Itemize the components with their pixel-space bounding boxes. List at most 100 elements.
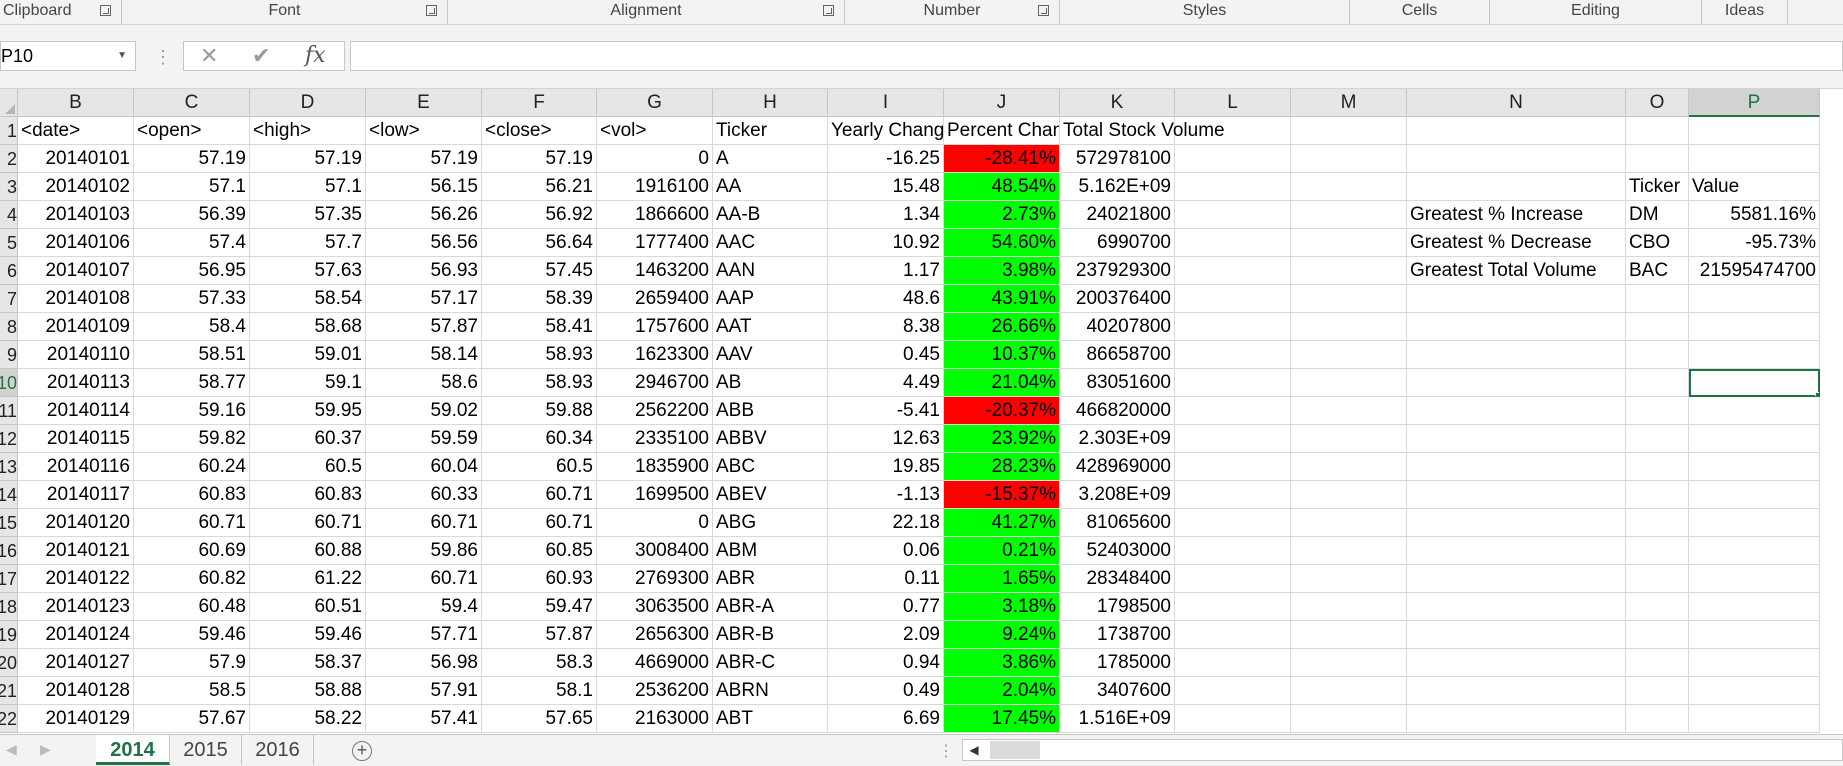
row-header[interactable]: 16 [0, 537, 18, 565]
cell-j[interactable]: 41.27% [944, 509, 1060, 537]
summary-label[interactable]: Greatest Total Volume [1407, 257, 1626, 285]
cell-d[interactable]: 59.01 [250, 341, 366, 369]
cell-k[interactable]: 86658700 [1060, 341, 1175, 369]
empty-cell[interactable] [1407, 453, 1626, 481]
row-header[interactable]: 7 [0, 285, 18, 313]
summary-label[interactable]: Greatest % Increase [1407, 201, 1626, 229]
cell-f[interactable]: 58.93 [482, 341, 597, 369]
cell-e[interactable]: 60.71 [366, 565, 482, 593]
empty-cell[interactable] [1175, 677, 1291, 705]
empty-cell[interactable] [1291, 565, 1407, 593]
summary-value-header[interactable]: Value [1689, 173, 1820, 201]
cell-b[interactable]: 20140115 [18, 425, 134, 453]
cell-c[interactable]: 58.51 [134, 341, 250, 369]
empty-cell[interactable] [1175, 453, 1291, 481]
empty-cell[interactable] [1689, 565, 1820, 593]
cell-i[interactable]: 10.92 [828, 229, 944, 257]
cell-d[interactable]: 60.71 [250, 509, 366, 537]
empty-cell[interactable] [1689, 425, 1820, 453]
column-header-i[interactable]: I [828, 89, 944, 117]
empty-cell[interactable] [1291, 677, 1407, 705]
cell-g[interactable]: 3008400 [597, 537, 713, 565]
empty-cell[interactable] [1291, 453, 1407, 481]
cell-g[interactable]: 2769300 [597, 565, 713, 593]
cell-k[interactable]: 428969000 [1060, 453, 1175, 481]
cell-i[interactable]: -16.25 [828, 145, 944, 173]
cell-d[interactable]: 59.1 [250, 369, 366, 397]
cell-c[interactable]: 57.33 [134, 285, 250, 313]
cell-g[interactable]: 2536200 [597, 677, 713, 705]
cell-b[interactable]: 20140101 [18, 145, 134, 173]
row-header[interactable]: 21 [0, 677, 18, 705]
empty-cell[interactable] [1407, 145, 1626, 173]
cell-i[interactable]: 0.11 [828, 565, 944, 593]
cell-k[interactable]: 1785000 [1060, 649, 1175, 677]
summary-ticker[interactable]: BAC [1626, 257, 1689, 285]
column-title-k[interactable]: Total Stock Volume [1060, 117, 1225, 145]
cell-g[interactable]: 1777400 [597, 229, 713, 257]
empty-cell[interactable] [1626, 425, 1689, 453]
empty-cell[interactable] [1407, 425, 1626, 453]
column-header-m[interactable]: M [1291, 89, 1407, 117]
cell-i[interactable]: 12.63 [828, 425, 944, 453]
empty-cell[interactable] [1626, 649, 1689, 677]
column-header-k[interactable]: K [1060, 89, 1175, 117]
cell-d[interactable]: 57.35 [250, 201, 366, 229]
cell-i[interactable]: 48.6 [828, 285, 944, 313]
cell-g[interactable]: 1916100 [597, 173, 713, 201]
cell-f[interactable]: 58.39 [482, 285, 597, 313]
cell-g[interactable]: 1463200 [597, 257, 713, 285]
cell-j[interactable]: 9.24% [944, 621, 1060, 649]
empty-cell[interactable] [1175, 425, 1291, 453]
cell-b[interactable]: 20140116 [18, 453, 134, 481]
row-header[interactable]: 22 [0, 705, 18, 733]
cell-i[interactable]: 4.49 [828, 369, 944, 397]
cell-c[interactable]: 60.71 [134, 509, 250, 537]
cell-h[interactable]: ABB [713, 397, 828, 425]
cell-g[interactable]: 4669000 [597, 649, 713, 677]
cell-k[interactable]: 466820000 [1060, 397, 1175, 425]
cell-b[interactable]: 20140117 [18, 481, 134, 509]
row-header[interactable]: 14 [0, 481, 18, 509]
empty-cell[interactable] [1175, 481, 1291, 509]
cell-h[interactable]: A [713, 145, 828, 173]
cell-b[interactable]: 20140121 [18, 537, 134, 565]
column-header-d[interactable]: D [250, 89, 366, 117]
column-header-n[interactable]: N [1407, 89, 1626, 117]
cell-e[interactable]: 56.98 [366, 649, 482, 677]
cell-b[interactable]: 20140103 [18, 201, 134, 229]
empty-cell[interactable] [1291, 229, 1407, 257]
cell-h[interactable]: ABR-C [713, 649, 828, 677]
cell-j[interactable]: 0.21% [944, 537, 1060, 565]
empty-cell[interactable] [1175, 621, 1291, 649]
empty-cell[interactable] [1626, 313, 1689, 341]
cell-e[interactable]: 56.26 [366, 201, 482, 229]
row-header[interactable]: 12 [0, 425, 18, 453]
empty-cell[interactable] [1175, 117, 1291, 145]
cell-b[interactable]: 20140127 [18, 649, 134, 677]
cell-b[interactable]: 20140113 [18, 369, 134, 397]
column-title-b[interactable]: <date> [18, 117, 134, 145]
cell-f[interactable]: 60.85 [482, 537, 597, 565]
cell-e[interactable]: 58.6 [366, 369, 482, 397]
empty-cell[interactable] [1291, 649, 1407, 677]
cell-g[interactable]: 2335100 [597, 425, 713, 453]
empty-cell[interactable] [1291, 313, 1407, 341]
empty-cell[interactable] [1407, 649, 1626, 677]
empty-cell[interactable] [1626, 285, 1689, 313]
cell-g[interactable]: 1623300 [597, 341, 713, 369]
empty-cell[interactable] [1291, 285, 1407, 313]
row-header[interactable]: 4 [0, 201, 18, 229]
plus-circle-icon[interactable]: + [352, 741, 372, 761]
cell-k[interactable]: 83051600 [1060, 369, 1175, 397]
empty-cell[interactable] [1291, 117, 1407, 145]
empty-cell[interactable] [1291, 201, 1407, 229]
cell-j[interactable]: 26.66% [944, 313, 1060, 341]
empty-cell[interactable] [1626, 341, 1689, 369]
cell-f[interactable]: 56.64 [482, 229, 597, 257]
scrollbar-thumb[interactable] [990, 741, 1040, 759]
cell-h[interactable]: ABR [713, 565, 828, 593]
summary-label[interactable]: Greatest % Decrease [1407, 229, 1626, 257]
cell-f[interactable]: 59.47 [482, 593, 597, 621]
cell-e[interactable]: 57.17 [366, 285, 482, 313]
